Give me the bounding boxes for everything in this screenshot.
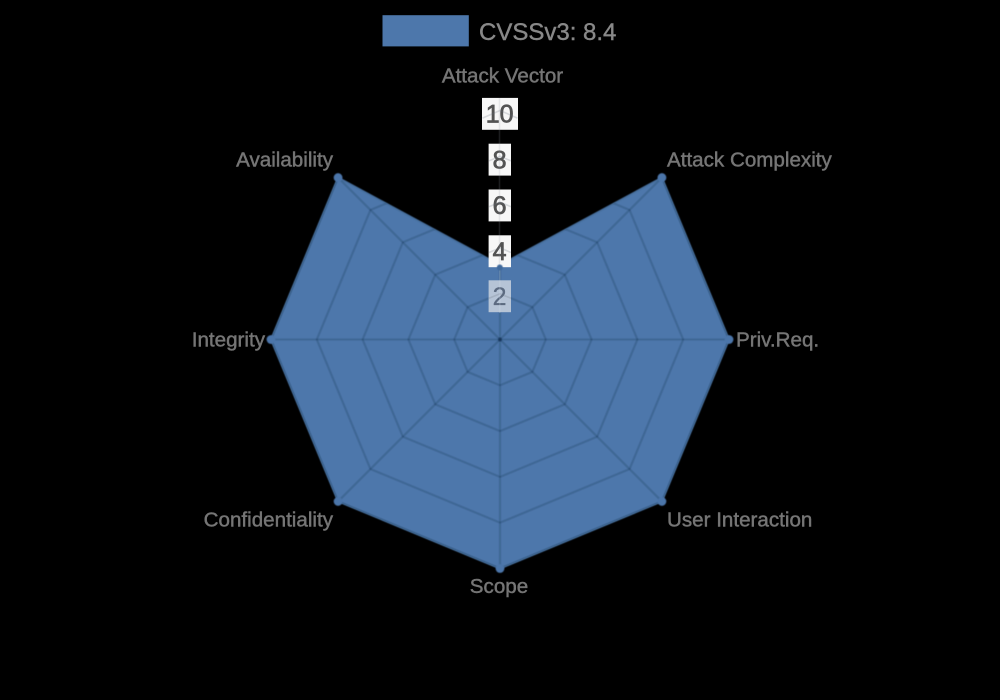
svg-text:6: 6	[493, 192, 507, 220]
svg-text:Priv.Req.: Priv.Req.	[736, 329, 819, 352]
svg-text:2: 2	[493, 283, 507, 311]
svg-text:Confidentiality: Confidentiality	[204, 509, 334, 532]
svg-text:Attack Complexity: Attack Complexity	[667, 149, 833, 172]
svg-text:User Interaction: User Interaction	[667, 509, 812, 532]
svg-text:10: 10	[486, 101, 514, 129]
svg-text:CVSSv3: 8.4: CVSSv3: 8.4	[479, 19, 616, 46]
svg-text:Integrity: Integrity	[192, 329, 266, 352]
svg-text:8: 8	[493, 146, 507, 174]
svg-text:Scope: Scope	[470, 575, 528, 598]
svg-text:Availability: Availability	[236, 149, 334, 172]
svg-text:Attack Vector: Attack Vector	[442, 65, 563, 88]
svg-text:4: 4	[493, 238, 507, 266]
